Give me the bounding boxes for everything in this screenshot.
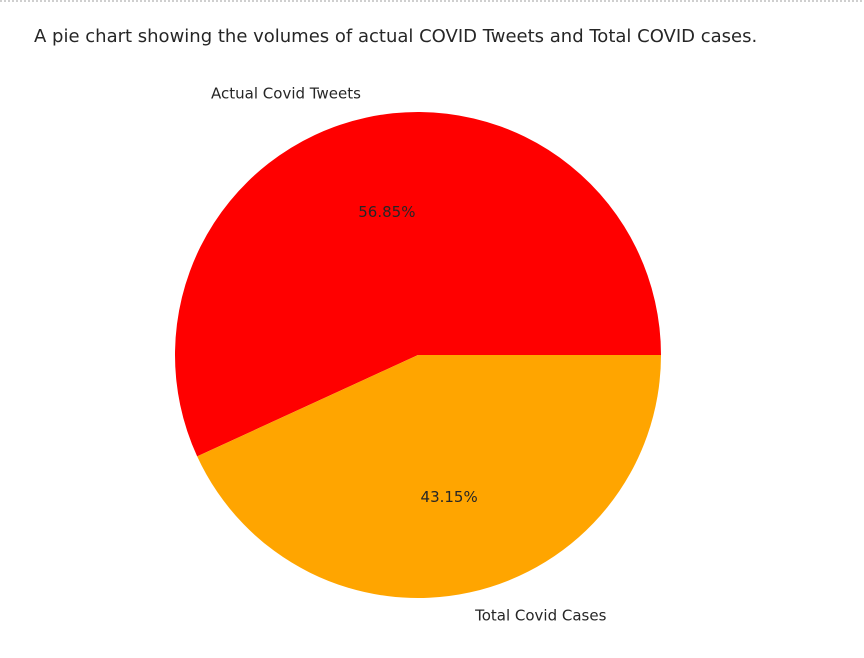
slice-label: Total Covid Cases xyxy=(474,607,606,625)
pie-slice xyxy=(197,355,661,598)
pie-labels: Actual Covid Tweets 56.85% Total Covid Cas… xyxy=(211,84,607,624)
pie-slice xyxy=(174,111,661,457)
slice-label: Actual Covid Tweets xyxy=(211,84,361,102)
slice-percent-label: 56.85% xyxy=(358,203,415,221)
top-border xyxy=(0,0,864,2)
slice-percent-label: 43.15% xyxy=(421,488,478,506)
chart-title: A pie chart showing the volumes of actua… xyxy=(34,26,758,47)
pie-slices xyxy=(174,111,661,598)
